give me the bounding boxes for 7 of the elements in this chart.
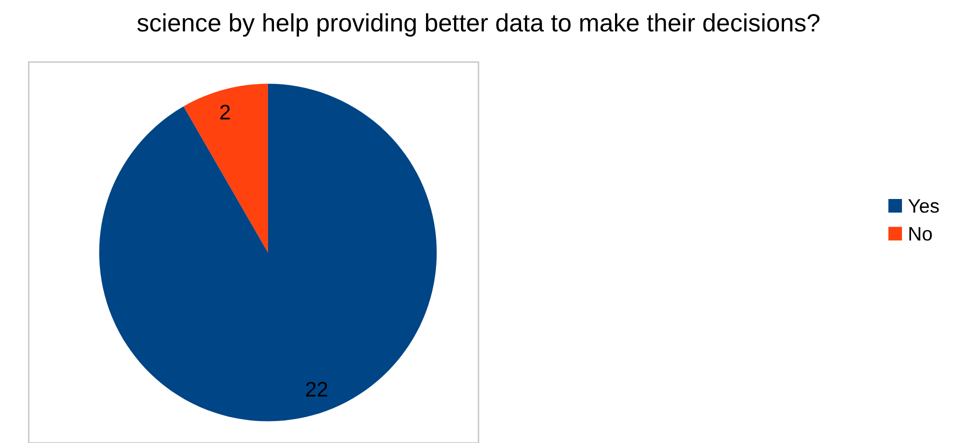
data-label: 22 bbox=[306, 382, 328, 396]
pie-slice bbox=[184, 84, 268, 253]
data-label: 2 bbox=[220, 104, 230, 120]
legend-label: No bbox=[909, 227, 932, 241]
chart-title: science by help providing better data to make their decisions? bbox=[137, 13, 820, 37]
legend-label: Yes bbox=[908, 199, 939, 213]
pie-slice bbox=[99, 84, 437, 422]
